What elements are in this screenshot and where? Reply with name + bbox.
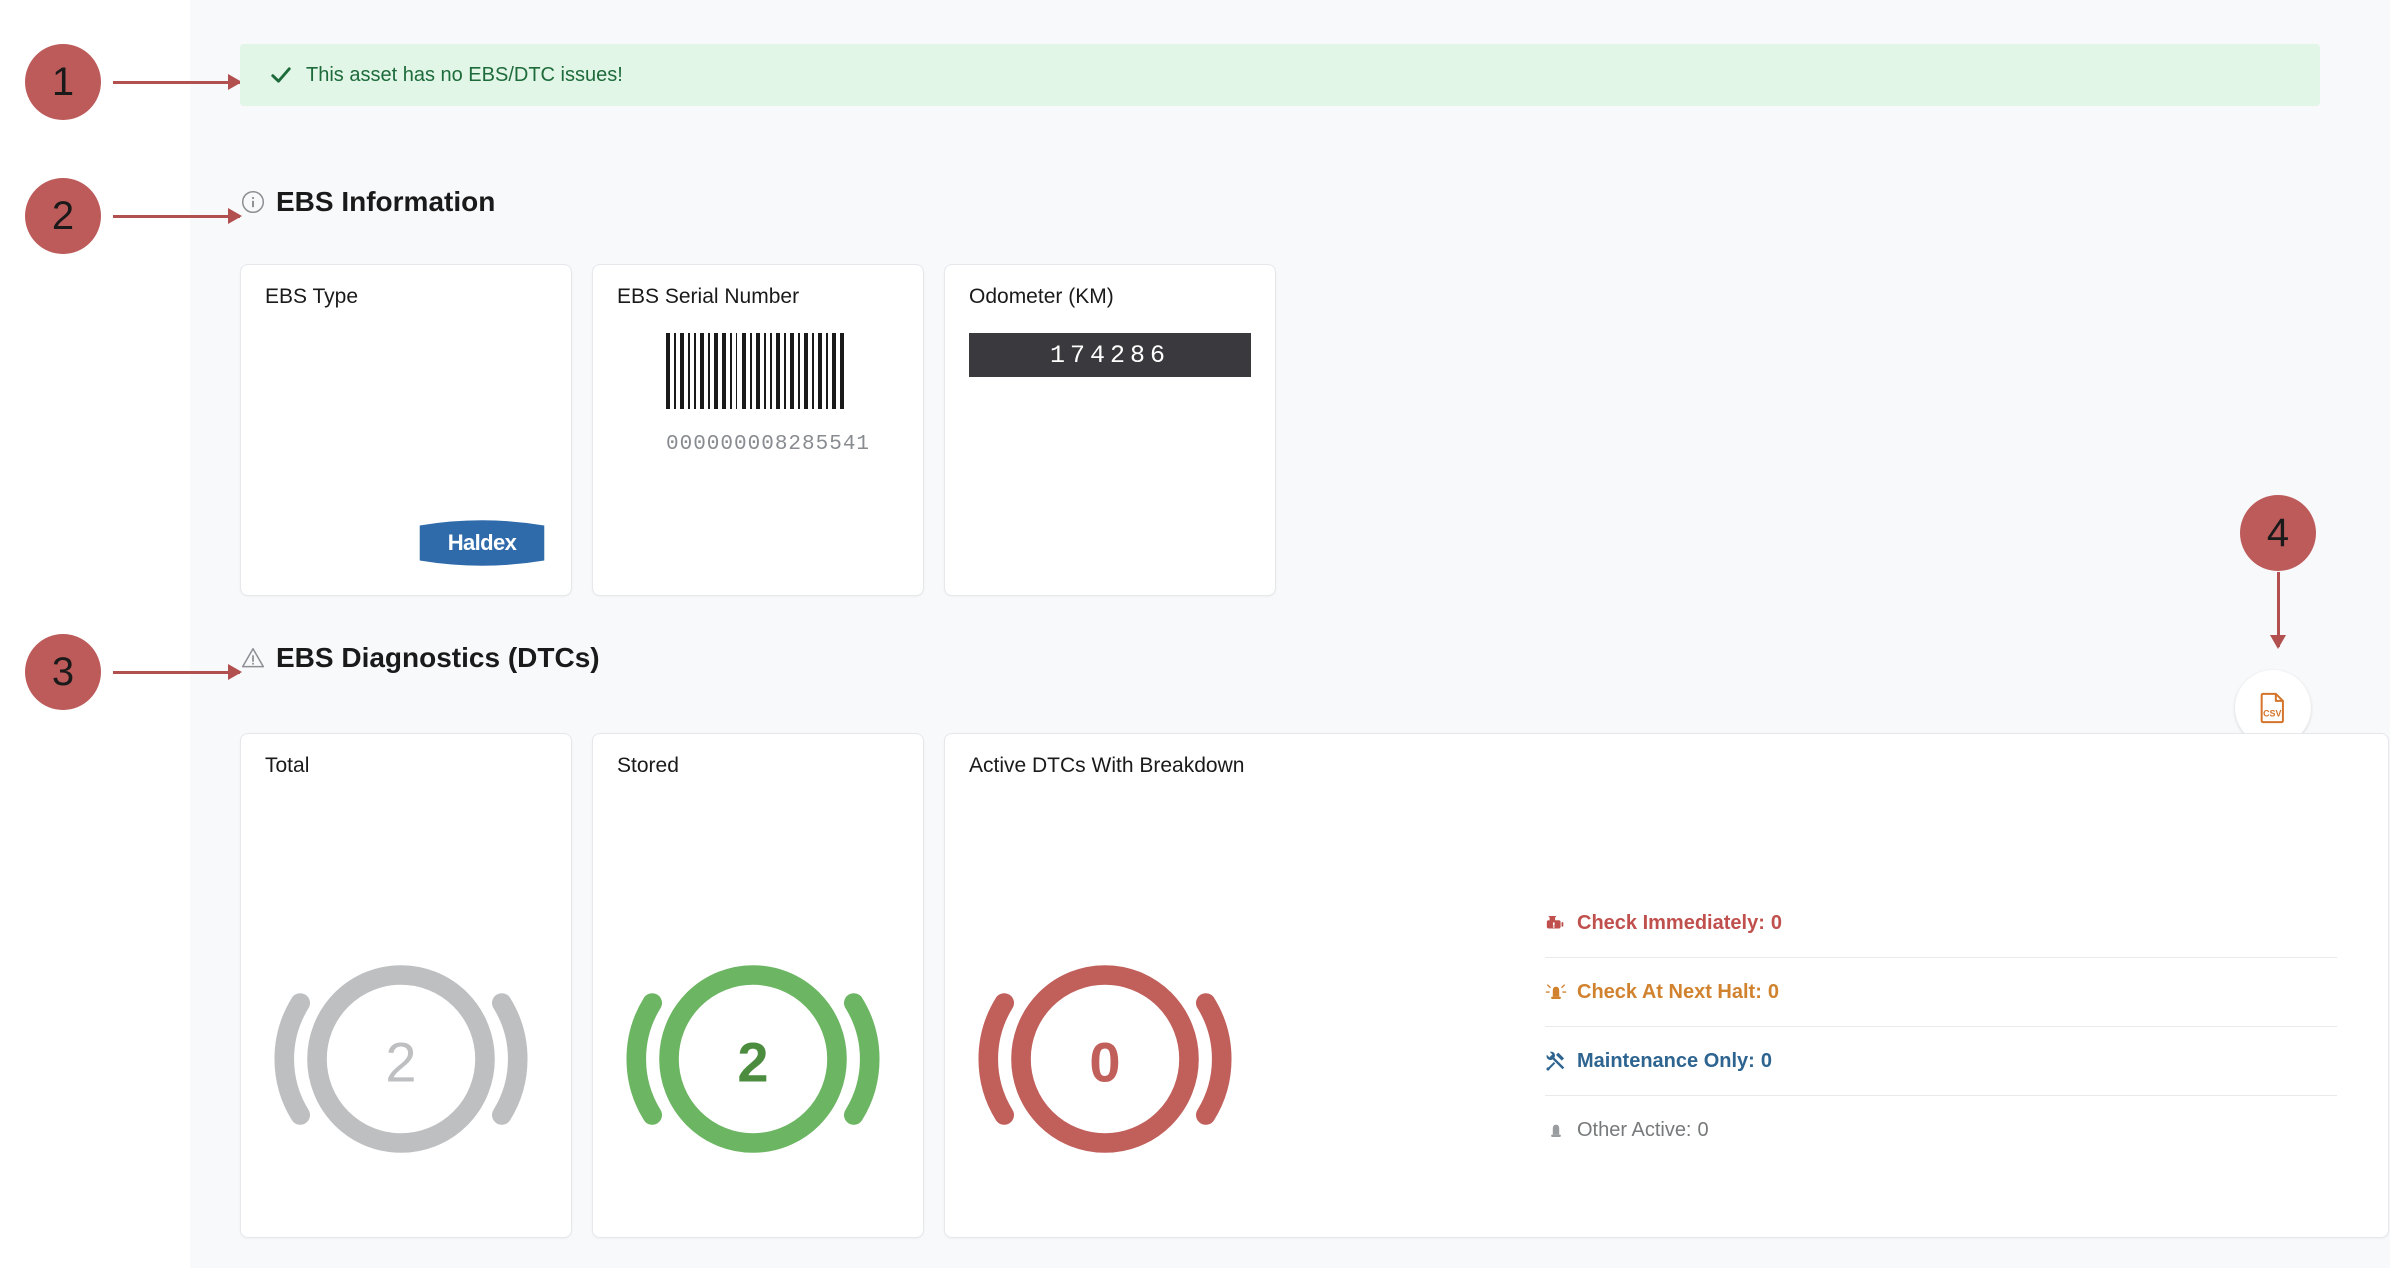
svg-text:Haldex: Haldex xyxy=(448,530,518,555)
svg-text:0: 0 xyxy=(1089,1030,1120,1093)
svg-text:CSV: CSV xyxy=(2263,709,2281,719)
svg-text:2: 2 xyxy=(385,1030,416,1093)
svg-text:2: 2 xyxy=(737,1030,768,1093)
